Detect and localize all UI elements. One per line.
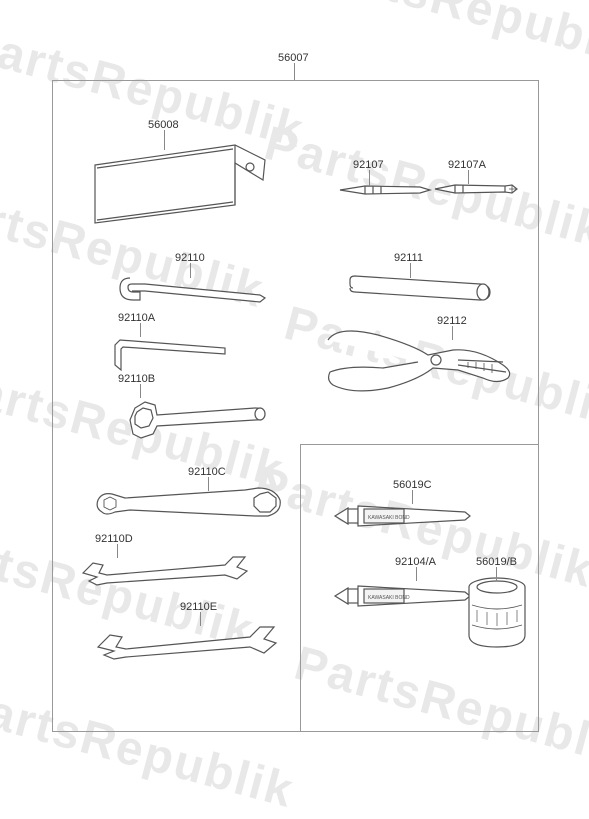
leader-1	[164, 130, 165, 150]
tool-pliers	[318, 310, 518, 420]
tool-hook-spanner	[115, 270, 270, 310]
watermark-text: PartsRepublik	[299, 0, 589, 79]
leader-0	[294, 63, 295, 80]
tool-open-wrench-e	[90, 615, 290, 670]
leader-8	[140, 384, 141, 398]
tool-screwdriver-flat	[335, 178, 435, 202]
tool-box-wrench	[90, 480, 290, 535]
leader-4	[190, 263, 191, 278]
tool-pouch	[85, 135, 275, 225]
tool-grease-can	[462, 575, 532, 653]
leader-9	[208, 477, 209, 491]
label-56008: 56008	[148, 119, 179, 131]
bond-label-c: KAWASAKI BOND	[368, 515, 410, 521]
tool-plug-wrench	[95, 390, 275, 445]
label-92110: 92110	[175, 252, 205, 264]
tool-bond-tube-c: KAWASAKI BOND	[330, 492, 480, 540]
leader-11	[200, 612, 201, 626]
tool-bond-tube-a: KAWASAKI BOND	[330, 572, 480, 620]
bond-label-a: KAWASAKI BOND	[368, 595, 410, 601]
leader-6	[140, 323, 141, 337]
label-56019C: 56019C	[393, 479, 432, 491]
label-92111: 92111	[394, 252, 423, 264]
label-92110C: 92110C	[188, 466, 226, 478]
label-92107: 92107	[353, 159, 384, 171]
leader-14	[496, 567, 497, 581]
leader-2	[369, 170, 370, 186]
label-92110A: 92110A	[118, 312, 155, 324]
leader-13	[416, 567, 417, 581]
tool-hex-key	[105, 330, 235, 375]
label-56007: 56007	[278, 52, 309, 64]
tool-open-wrench-d	[75, 545, 255, 595]
leader-10	[117, 544, 118, 558]
label-92110B: 92110B	[118, 373, 155, 385]
leader-3	[468, 170, 469, 184]
tool-screwdriver-phillips	[430, 178, 520, 200]
tool-bar	[345, 270, 495, 305]
leader-7	[452, 326, 453, 340]
label-92110E: 92110E	[180, 601, 217, 613]
label-56019B: 56019/B	[476, 556, 517, 568]
label-92104A: 92104/A	[395, 556, 436, 568]
label-92110D: 92110D	[95, 533, 133, 545]
leader-5	[410, 263, 411, 278]
leader-12	[412, 490, 413, 504]
label-92112: 92112	[437, 315, 467, 327]
label-92107A: 92107A	[448, 159, 486, 171]
